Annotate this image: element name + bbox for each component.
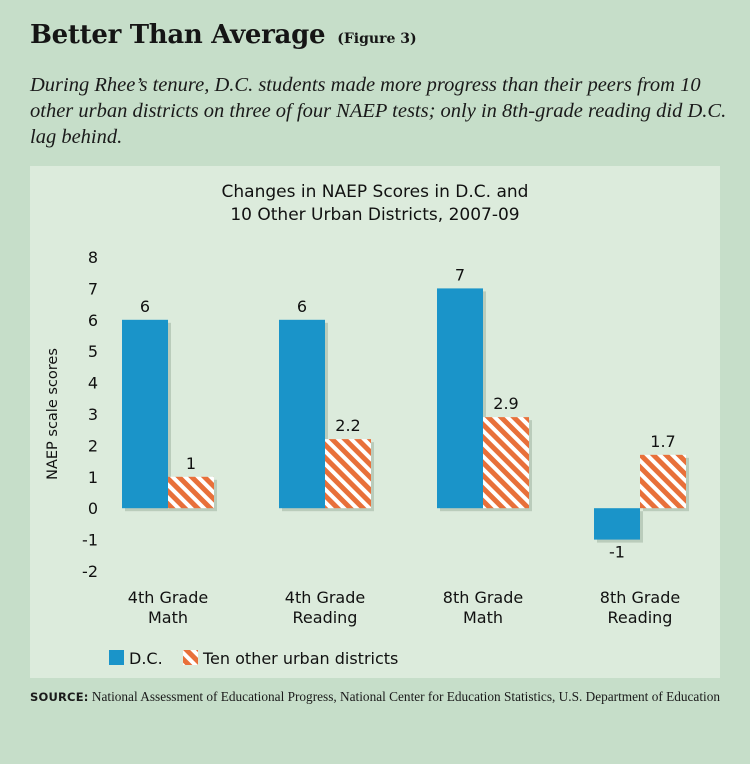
- y-tick-label: 3: [88, 405, 98, 424]
- y-axis-label: NAEP scale scores: [45, 348, 61, 480]
- bar-value-label: 2.2: [335, 416, 360, 435]
- x-category-label: 4th Grade: [285, 588, 365, 607]
- bars: [122, 288, 689, 543]
- y-axis: 8 7 6 5 4 3 2 1 0 -1 -2 NAEP scale scores: [45, 248, 98, 581]
- bar-value-label: 2.9: [493, 394, 518, 413]
- source-text: National Assessment of Educational Progr…: [88, 689, 721, 704]
- legend-label: Ten other urban districts: [202, 649, 398, 668]
- x-category-label: Reading: [293, 608, 358, 627]
- legend: D.C. Ten other urban districts: [109, 649, 398, 668]
- bar: [168, 476, 214, 509]
- bar-chart: 8 7 6 5 4 3 2 1 0 -1 -2 NAEP scale scores 6 6 7 -1 1 2.2…: [45, 248, 689, 668]
- bar: [122, 319, 168, 509]
- y-tick-label: 4: [88, 374, 98, 393]
- bar: [437, 288, 483, 509]
- y-tick-label: -1: [82, 531, 98, 550]
- bar-value-label: 1: [186, 454, 196, 473]
- bar: [594, 508, 640, 540]
- x-category-label: 8th Grade: [443, 588, 523, 607]
- figure-title: Better Than Average: [30, 20, 326, 50]
- source-label: SOURCE:: [30, 690, 89, 704]
- bar: [325, 439, 371, 509]
- bar: [640, 454, 686, 509]
- y-tick-label: 0: [88, 499, 98, 518]
- y-tick-label: 6: [88, 311, 98, 330]
- legend-label: D.C.: [129, 649, 163, 668]
- x-category-label: 8th Grade: [600, 588, 680, 607]
- x-category-label: 4th Grade: [128, 588, 208, 607]
- y-tick-label: 1: [88, 468, 98, 487]
- bar-value-label: 6: [140, 297, 150, 316]
- chart-title-line-2: 10 Other Urban Districts, 2007-09: [230, 205, 520, 225]
- bar: [279, 319, 325, 509]
- bar-value-label: 1.7: [650, 432, 675, 451]
- figure-subtitle: During Rhee’s tenure, D.C. students made…: [30, 74, 727, 148]
- x-category-label: Math: [463, 608, 503, 627]
- y-tick-label: 8: [88, 248, 98, 267]
- figure-number: (Figure 3): [337, 31, 417, 47]
- chart-panel: Changes in NAEP Scores in D.C. and 10 Ot…: [30, 166, 720, 678]
- data-labels: 6 6 7 -1 1 2.2 2.9 1.7: [140, 265, 676, 561]
- figure-heading: Better Than Average (Figure 3): [30, 20, 417, 50]
- legend-swatch: [183, 650, 198, 665]
- y-tick-label: -2: [82, 562, 98, 581]
- bar-value-label: 6: [297, 297, 307, 316]
- legend-swatch: [109, 650, 124, 665]
- y-tick-label: 7: [88, 279, 98, 298]
- y-tick-label: 2: [88, 436, 98, 455]
- bar-value-label: 7: [455, 265, 465, 284]
- y-tick-label: 5: [88, 342, 98, 361]
- chart-title: Changes in NAEP Scores in D.C. and 10 Ot…: [30, 181, 720, 227]
- bar-value-label: -1: [609, 543, 625, 562]
- bar: [483, 417, 529, 509]
- x-category-label: Reading: [608, 608, 673, 627]
- source-note: SOURCE: National Assessment of Education…: [30, 688, 730, 706]
- chart-title-line-1: Changes in NAEP Scores in D.C. and: [221, 182, 529, 202]
- x-category-label: Math: [148, 608, 188, 627]
